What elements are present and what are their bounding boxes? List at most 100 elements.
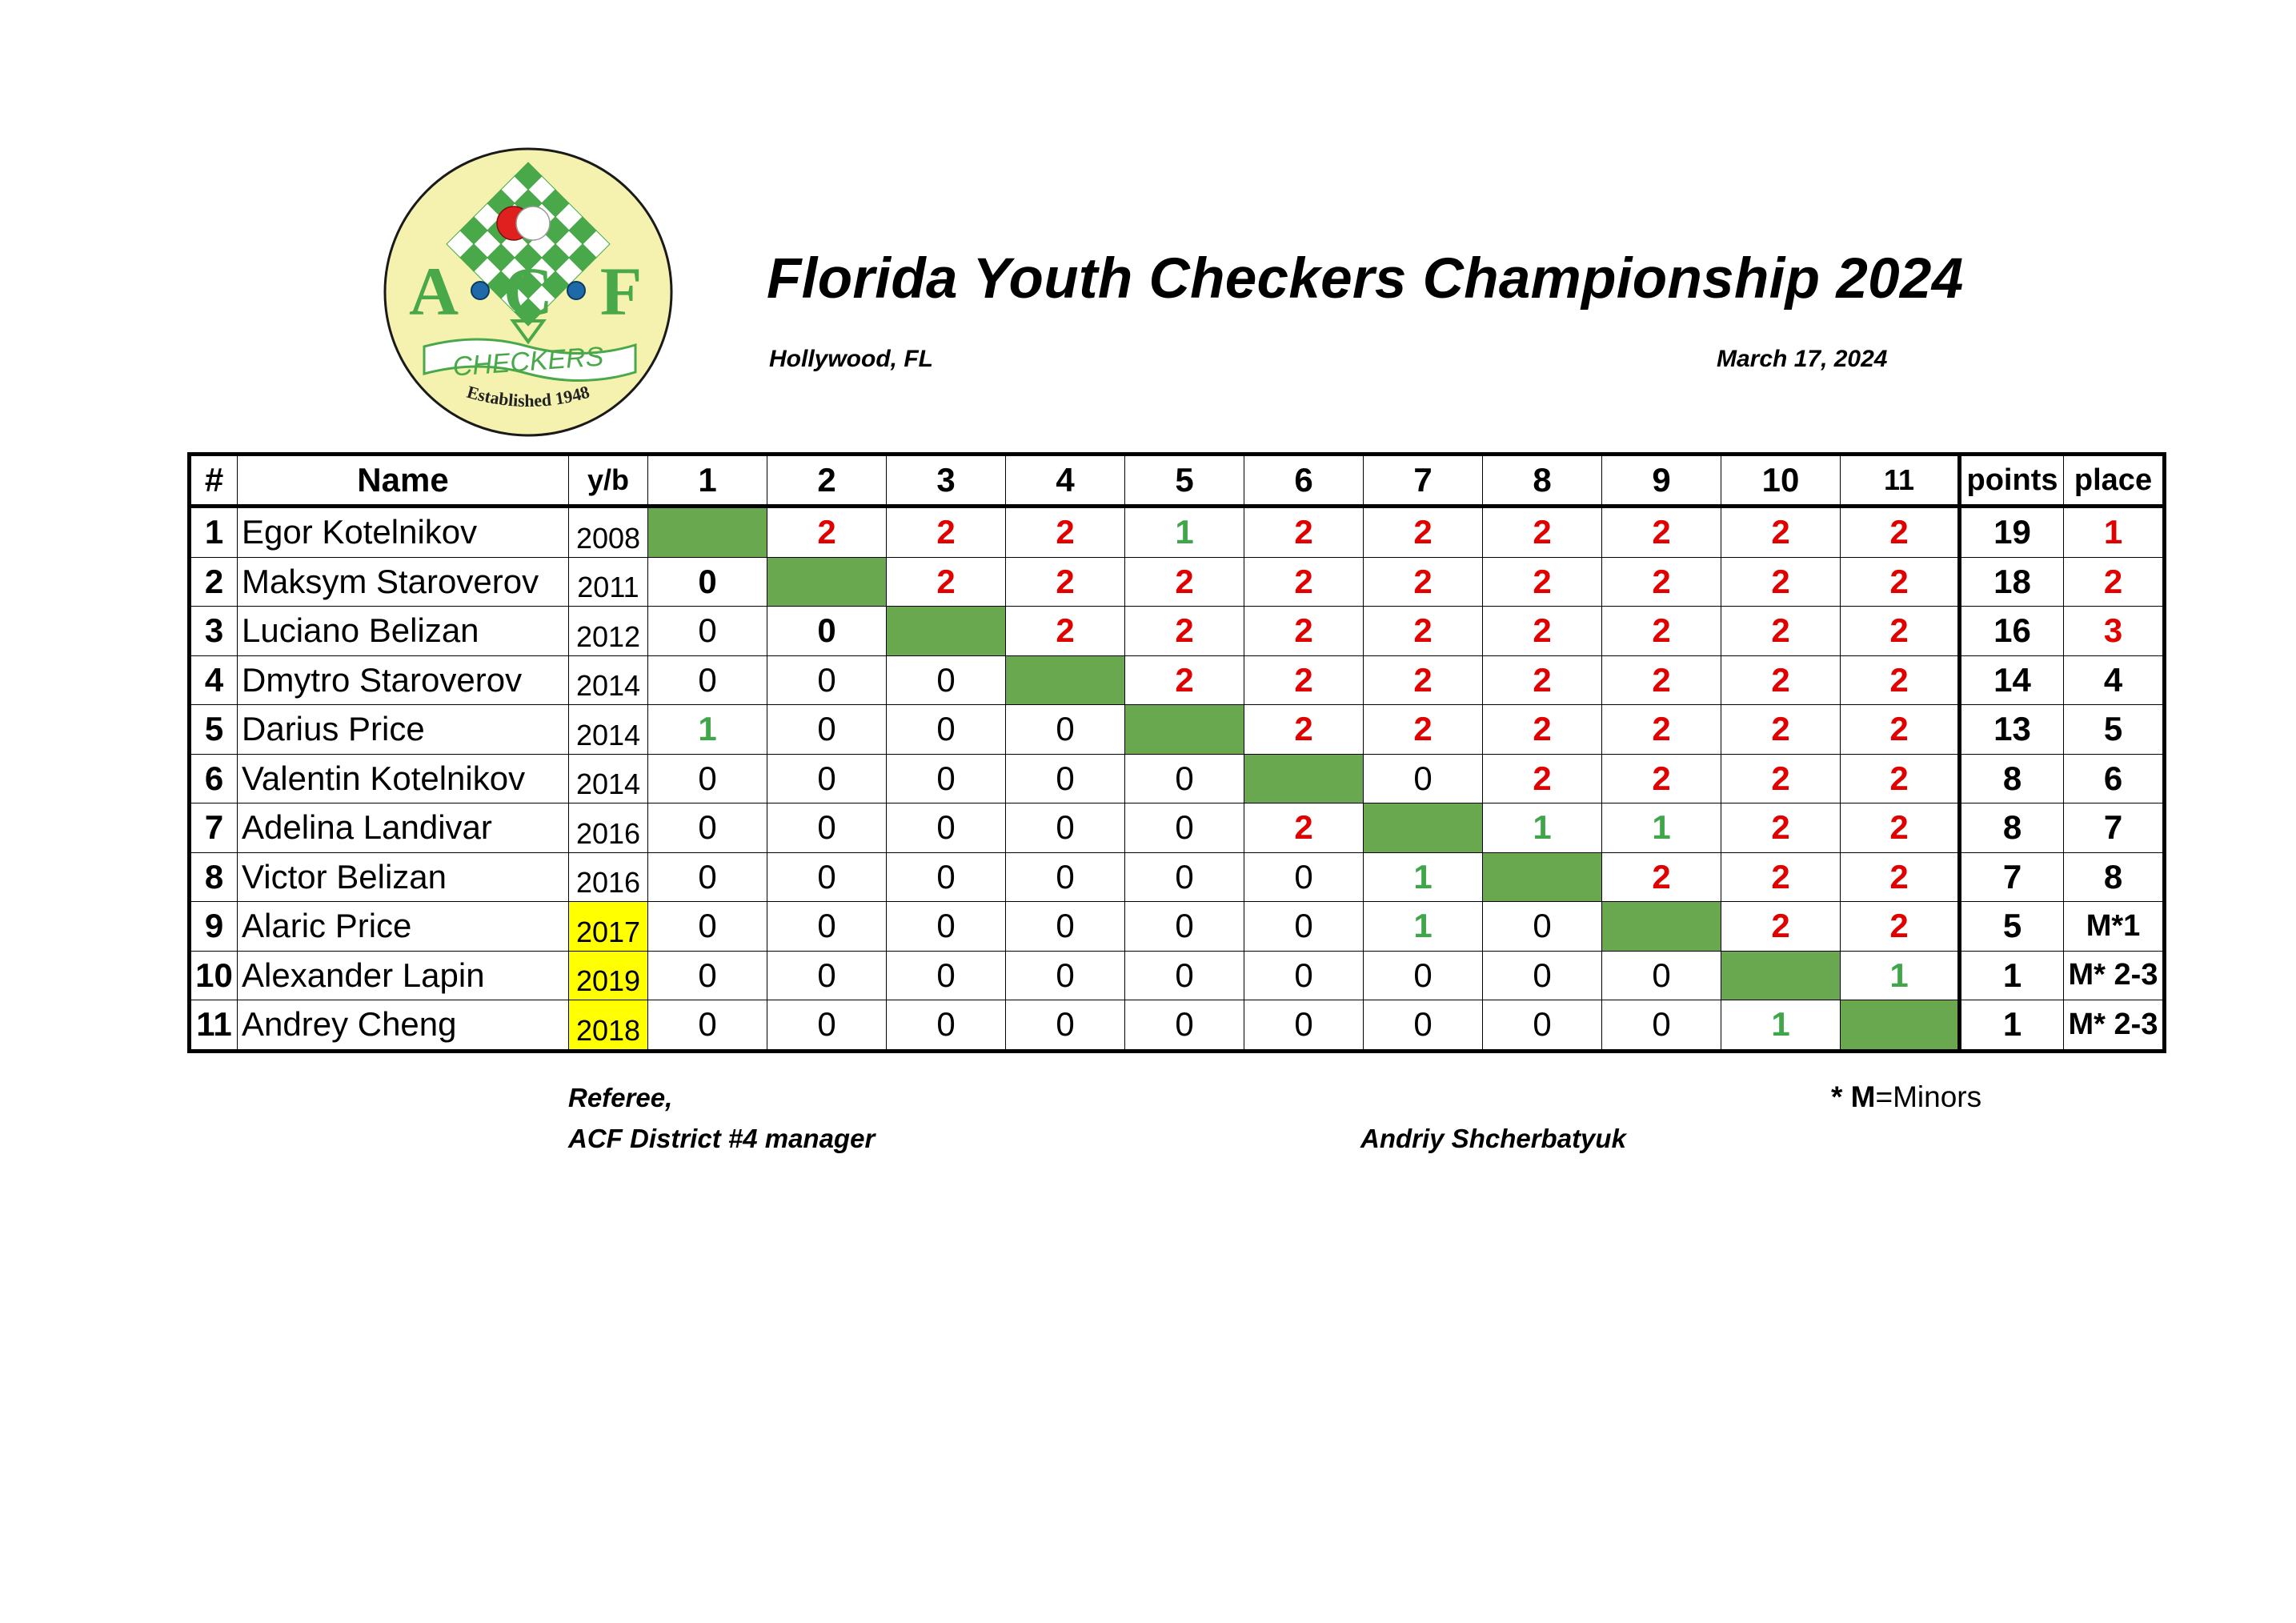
self-cell	[1601, 901, 1721, 952]
score-cell: 2	[1840, 803, 1960, 853]
place-cell: M* 2-3	[2063, 1000, 2165, 1052]
header-round-1: 1	[647, 454, 767, 508]
header-num: #	[189, 454, 238, 508]
table-row: 7 Adelina Landivar 2016 0 0 0 0 0 2 1 1 2 2 8 7	[189, 803, 2165, 853]
score-cell: 0	[1363, 950, 1483, 1000]
points-cell: 7	[1957, 852, 2064, 902]
score-cell: 2	[1482, 704, 1602, 755]
page-title: Florida Youth Checkers Championship 2024	[767, 247, 1964, 311]
score-cell: 0	[1482, 950, 1602, 1000]
logo-letter-a: A	[409, 253, 459, 330]
points-cell: 13	[1957, 704, 2064, 755]
player-number: 5	[189, 704, 238, 755]
player-name: Alexander Lapin	[237, 950, 569, 1000]
player-name: Andrey Cheng	[237, 1000, 569, 1052]
score-cell: 0	[767, 852, 887, 902]
referee-label: Referee,	[568, 1083, 673, 1112]
score-cell: 0	[1005, 1000, 1125, 1052]
referee-role: ACF District #4 manager	[568, 1124, 876, 1153]
table-row: 9 Alaric Price 2017 0 0 0 0 0 0 1 0 2 2 5 M*1	[189, 901, 2165, 952]
score-cell: 2	[1840, 606, 1960, 656]
header-round-11: 11	[1840, 454, 1960, 508]
self-cell	[886, 606, 1006, 656]
score-cell: 2	[1601, 606, 1721, 656]
score-cell: 2	[1601, 556, 1721, 607]
place-cell: 4	[2063, 655, 2165, 705]
place-cell: 7	[2063, 803, 2165, 853]
points-cell: 8	[1957, 803, 2064, 853]
score-cell: 2	[1840, 753, 1960, 803]
score-cell: 2	[1601, 753, 1721, 803]
score-cell: 2	[1601, 704, 1721, 755]
score-cell: 0	[1005, 704, 1125, 755]
score-cell: 2	[1840, 655, 1960, 705]
player-number: 2	[189, 556, 238, 607]
score-cell: 2	[1840, 852, 1960, 902]
table-row: 6 Valentin Kotelnikov 2014 0 0 0 0 0 0 2 2 2 2 8 6	[189, 753, 2165, 803]
score-cell: 0	[767, 901, 887, 952]
score-cell: 0	[1124, 1000, 1244, 1052]
birth-year: 2016	[568, 852, 648, 902]
score-cell: 2	[1363, 655, 1483, 705]
birth-year: 2017	[568, 901, 648, 952]
player-number: 10	[189, 950, 238, 1000]
player-name: Victor Belizan	[237, 852, 569, 902]
score-cell: 2	[1363, 556, 1483, 607]
score-cell: 0	[886, 1000, 1006, 1052]
score-cell: 2	[1244, 803, 1364, 853]
score-cell: 0	[647, 852, 767, 902]
score-cell: 2	[1363, 606, 1483, 656]
table-row: 3 Luciano Belizan 2012 0 0 2 2 2 2 2 2 2 2 16 3	[189, 606, 2165, 656]
score-cell: 0	[1601, 950, 1721, 1000]
logo-letter-f: F	[600, 253, 643, 330]
score-cell: 2	[1482, 655, 1602, 705]
table-row: 1 Egor Kotelnikov 2008 2 2 2 1 2 2 2 2 2 2 19 1	[189, 506, 2165, 558]
score-cell: 2	[1244, 506, 1364, 558]
score-cell: 0	[886, 704, 1006, 755]
table-row: 11 Andrey Cheng 2018 0 0 0 0 0 0 0 0 0 1 1 M* 2-3	[189, 1000, 2165, 1052]
header-round-7: 7	[1363, 454, 1483, 508]
table-row: 2 Maksym Staroverov 2011 0 2 2 2 2 2 2 2 2 2 18 2	[189, 556, 2165, 607]
player-number: 1	[189, 506, 238, 558]
event-date: March 17, 2024	[1717, 346, 1888, 372]
place-cell: M*1	[2063, 901, 2165, 952]
place-cell: 2	[2063, 556, 2165, 607]
self-cell	[1363, 803, 1483, 853]
score-cell: 0	[886, 901, 1006, 952]
score-cell: 2	[1721, 704, 1841, 755]
score-cell: 2	[1721, 556, 1841, 607]
score-cell: 2	[1244, 704, 1364, 755]
player-name: Adelina Landivar	[237, 803, 569, 853]
player-name: Valentin Kotelnikov	[237, 753, 569, 803]
score-cell: 0	[1124, 803, 1244, 853]
score-cell: 0	[1124, 901, 1244, 952]
points-cell: 1	[1957, 950, 2064, 1000]
score-cell: 0	[1005, 803, 1125, 853]
score-cell: 2	[886, 506, 1006, 558]
score-cell: 0	[767, 704, 887, 755]
score-cell: 2	[1124, 556, 1244, 607]
table-row: 8 Victor Belizan 2016 0 0 0 0 0 0 1 2 2 2 7 8	[189, 852, 2165, 902]
score-cell: 0	[1244, 852, 1364, 902]
score-cell: 0	[1244, 901, 1364, 952]
score-cell: 2	[1244, 556, 1364, 607]
score-cell: 2	[1721, 606, 1841, 656]
self-cell	[1005, 655, 1125, 705]
score-cell: 0	[1482, 901, 1602, 952]
score-cell: 0	[647, 803, 767, 853]
score-cell: 2	[767, 506, 887, 558]
header-name: Name	[237, 454, 569, 508]
header-points: points	[1957, 454, 2064, 508]
score-cell: 0	[886, 655, 1006, 705]
score-cell: 2	[1124, 606, 1244, 656]
score-cell: 0	[767, 803, 887, 853]
score-cell: 0	[1124, 852, 1244, 902]
score-cell: 0	[1005, 950, 1125, 1000]
score-cell: 0	[647, 753, 767, 803]
score-cell: 2	[1363, 506, 1483, 558]
table-row: 10 Alexander Lapin 2019 0 0 0 0 0 0 0 0 0 1 1 M* 2-3	[189, 950, 2165, 1000]
score-cell: 1	[1601, 803, 1721, 853]
score-cell: 1	[1482, 803, 1602, 853]
birth-year: 2014	[568, 704, 648, 755]
score-cell: 1	[1721, 1000, 1841, 1052]
